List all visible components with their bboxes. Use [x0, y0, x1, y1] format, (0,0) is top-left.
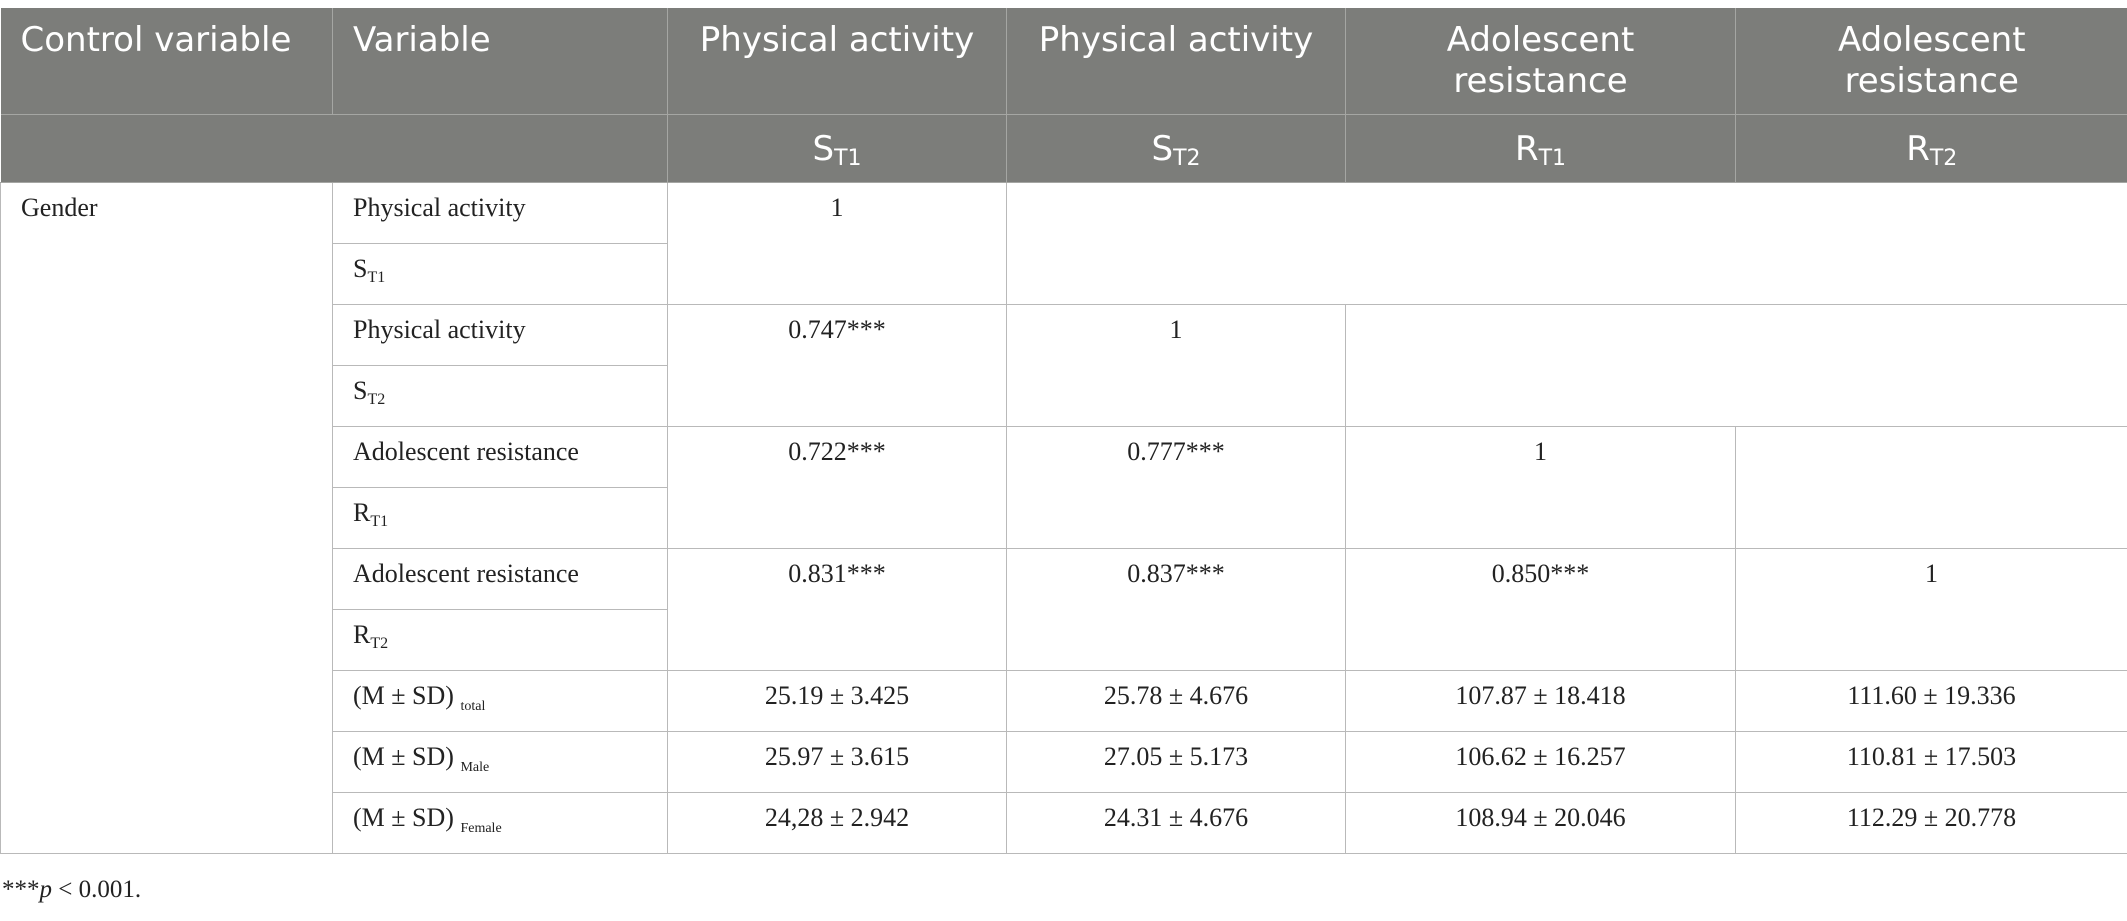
- stat-value: 25.97 ± 3.615: [667, 731, 1007, 793]
- stat-value: 111.60 ± 19.336: [1735, 670, 2127, 732]
- table-row: RT2: [1, 609, 2127, 671]
- stat-value: 24,28 ± 2.942: [667, 792, 1007, 854]
- variable-code: RT2: [332, 609, 668, 671]
- variable-code: ST2: [332, 365, 668, 427]
- empty-cell: [1735, 426, 2127, 549]
- header-control-variable: Control variable: [0, 8, 333, 115]
- header-physical-activity-t1: Physical activity: [667, 8, 1007, 115]
- corr-value: 1: [1006, 304, 1346, 427]
- stat-value: 107.87 ± 18.418: [1345, 670, 1736, 732]
- empty-cell: [1345, 304, 2127, 427]
- stat-value: 108.94 ± 20.046: [1345, 792, 1736, 854]
- header-code-rt2: RT2: [1735, 114, 2127, 183]
- table-row: (M ± SD) total 25.19 ± 3.425 25.78 ± 4.6…: [1, 670, 2127, 732]
- header-code-row: ST1 ST2 RT1 RT2: [0, 114, 2127, 183]
- variable-name: Adolescent resistance: [332, 426, 668, 488]
- stat-label: (M ± SD) Male: [332, 731, 668, 793]
- table-row: (M ± SD) Female 24,28 ± 2.942 24.31 ± 4.…: [1, 792, 2127, 854]
- variable-code: RT1: [332, 487, 668, 549]
- correlation-table: Control variable Variable Physical activ…: [0, 8, 2127, 854]
- corr-value: 0.722***: [667, 426, 1007, 549]
- header-code-st2: ST2: [1006, 114, 1346, 183]
- stat-value: 24.31 ± 4.676: [1006, 792, 1346, 854]
- corr-value: 1: [1345, 426, 1736, 549]
- table-row: Gender Physical activity 1: [0, 182, 2127, 854]
- corr-value: 0.747***: [667, 304, 1007, 427]
- variable-code: ST1: [332, 243, 668, 305]
- stat-label: (M ± SD) Female: [332, 792, 668, 854]
- stat-value: 27.05 ± 5.173: [1006, 731, 1346, 793]
- stat-value: 112.29 ± 20.778: [1735, 792, 2127, 854]
- header-code-blank: [0, 114, 668, 183]
- table-row: RT1: [1, 487, 2127, 549]
- stat-value: 25.78 ± 4.676: [1006, 670, 1346, 732]
- table-row: (M ± SD) Male 25.97 ± 3.615 27.05 ± 5.17…: [1, 731, 2127, 793]
- stat-value: 106.62 ± 16.257: [1345, 731, 1736, 793]
- variable-name: Physical activity: [332, 304, 668, 366]
- corr-value: 1: [1735, 548, 2127, 671]
- stat-label: (M ± SD) total: [332, 670, 668, 732]
- corr-value: 0.837***: [1006, 548, 1346, 671]
- header-variable: Variable: [332, 8, 668, 115]
- header-resistance-t2: Adolescent resistance: [1735, 8, 2127, 115]
- header-resistance-t1: Adolescent resistance: [1345, 8, 1736, 115]
- header-code-st1: ST1: [667, 114, 1007, 183]
- stat-value: 25.19 ± 3.425: [667, 670, 1007, 732]
- table-row: Physical activity 0.747*** 1: [1, 304, 2127, 427]
- header-code-rt1: RT1: [1345, 114, 1736, 183]
- table-footnote: ***p < 0.001.: [2, 876, 142, 903]
- variable-name: Adolescent resistance: [332, 548, 668, 610]
- corr-value: 0.777***: [1006, 426, 1346, 549]
- header-row: Control variable Variable Physical activ…: [0, 8, 2127, 115]
- corr-value: 0.831***: [667, 548, 1007, 671]
- table-row: ST1: [1, 243, 2127, 305]
- table-row: Adolescent resistance 0.722*** 0.777*** …: [1, 426, 2127, 549]
- corr-value: 0.850***: [1345, 548, 1736, 671]
- corr-value: 1: [667, 182, 1007, 305]
- empty-cell: [1006, 182, 2127, 305]
- control-variable-cell: Gender: [0, 182, 333, 854]
- header-physical-activity-t2: Physical activity: [1006, 8, 1346, 115]
- variable-name: Physical activity: [332, 182, 668, 244]
- stat-value: 110.81 ± 17.503: [1735, 731, 2127, 793]
